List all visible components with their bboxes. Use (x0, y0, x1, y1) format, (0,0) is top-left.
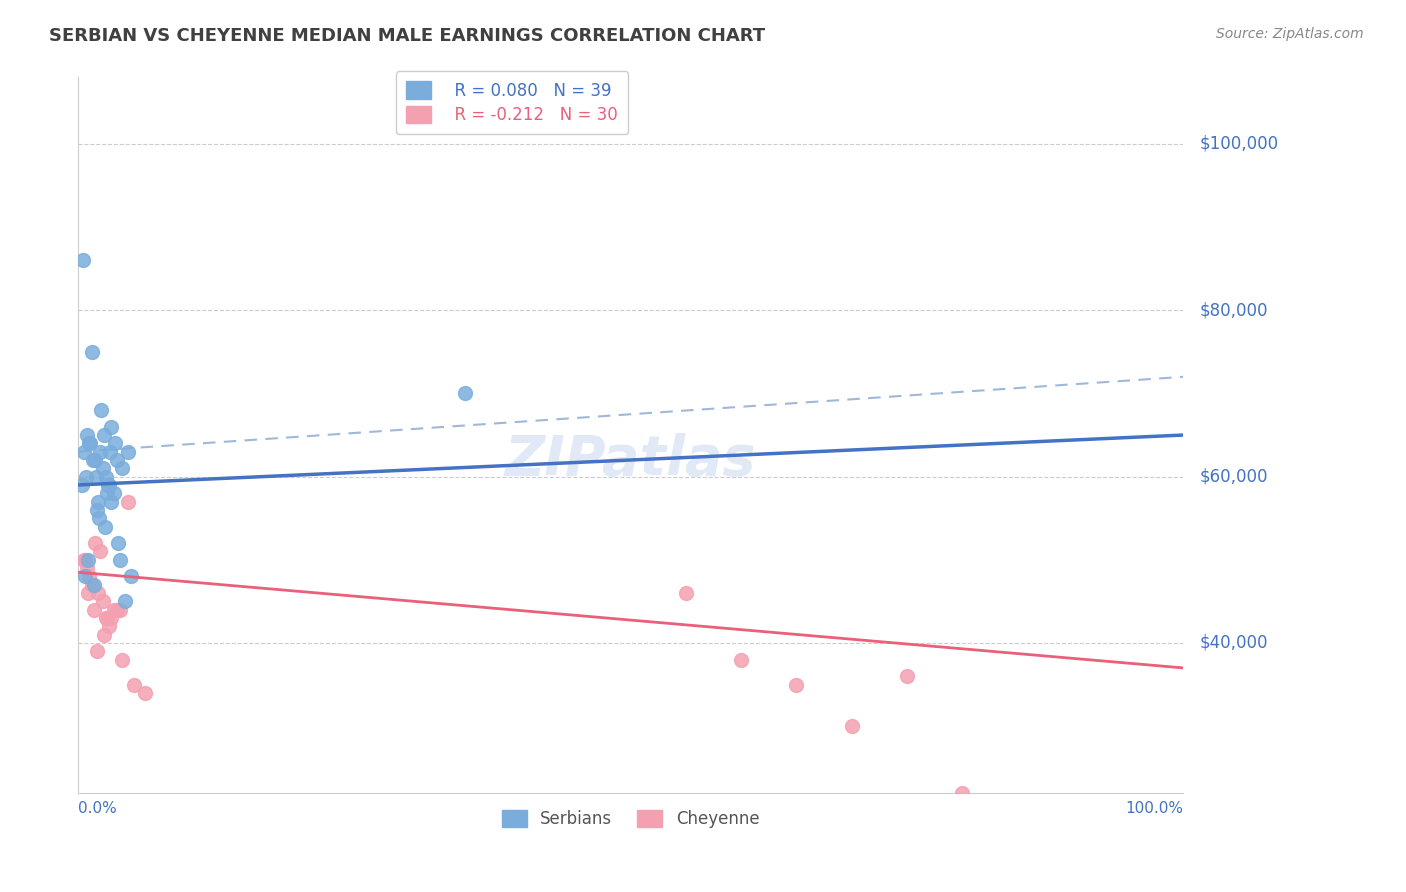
Point (73, 444, 96, 458)
Text: Source: ZipAtlas.com: Source: ZipAtlas.com (1216, 27, 1364, 41)
Point (87, 494, 110, 508)
Point (70, 478, 93, 492)
Point (110, 553, 132, 567)
Text: $40,000: $40,000 (1199, 634, 1268, 652)
Point (94, 519, 117, 533)
Point (454, 386, 477, 401)
Point (950, 786, 973, 800)
Point (80, 344, 103, 359)
Point (75, 469, 97, 483)
Point (73, 553, 96, 567)
Point (83, 578, 105, 592)
Text: 100.0%: 100.0% (1125, 801, 1182, 816)
Point (77, 553, 100, 567)
Point (73, 569, 96, 583)
Point (79, 436, 101, 450)
Point (730, 652, 752, 666)
Point (111, 652, 134, 666)
Point (72, 253, 94, 268)
Point (675, 586, 697, 600)
Point (785, 677, 807, 691)
Point (94, 611, 117, 625)
Point (96, 486, 118, 500)
Point (122, 677, 145, 691)
Point (80, 578, 103, 592)
Point (98, 444, 121, 458)
Point (100, 611, 122, 625)
Point (114, 594, 136, 608)
Point (134, 686, 156, 700)
Point (89, 511, 111, 525)
Text: $100,000: $100,000 (1199, 135, 1278, 153)
Text: ZIPatlas: ZIPatlas (505, 433, 756, 487)
Point (93, 627, 115, 641)
Point (841, 719, 863, 733)
Point (98, 619, 121, 633)
Point (117, 444, 139, 458)
Point (105, 603, 128, 617)
Point (93, 428, 115, 442)
Point (96, 611, 118, 625)
Point (77, 586, 100, 600)
Text: 0.0%: 0.0% (79, 801, 117, 816)
Point (79, 569, 101, 583)
Point (87, 586, 110, 600)
Point (103, 486, 125, 500)
Point (120, 569, 142, 583)
Point (83, 603, 105, 617)
Point (91, 461, 114, 475)
Point (79, 436, 101, 450)
Point (76, 428, 98, 442)
Legend: Serbians, Cheyenne: Serbians, Cheyenne (495, 803, 766, 834)
Point (84, 469, 107, 483)
Point (104, 436, 127, 450)
Point (117, 494, 139, 508)
Point (100, 494, 122, 508)
Point (94, 469, 117, 483)
Point (91, 594, 114, 608)
Point (83, 453, 105, 467)
Point (98, 478, 121, 492)
Text: $80,000: $80,000 (1199, 301, 1268, 319)
Point (82, 453, 104, 467)
Point (73, 553, 96, 567)
Point (100, 419, 122, 434)
Point (86, 644, 108, 658)
Point (83, 536, 105, 550)
Text: SERBIAN VS CHEYENNE MEDIAN MALE EARNINGS CORRELATION CHART: SERBIAN VS CHEYENNE MEDIAN MALE EARNINGS… (49, 27, 765, 45)
Point (107, 536, 129, 550)
Point (110, 603, 132, 617)
Point (105, 453, 128, 467)
Point (89, 544, 111, 558)
Point (111, 461, 134, 475)
Point (103, 603, 125, 617)
Point (76, 561, 98, 575)
Point (86, 503, 108, 517)
Point (90, 403, 112, 417)
Point (97, 478, 120, 492)
Point (896, 669, 918, 683)
Text: $60,000: $60,000 (1199, 467, 1268, 485)
Point (89, 444, 111, 458)
